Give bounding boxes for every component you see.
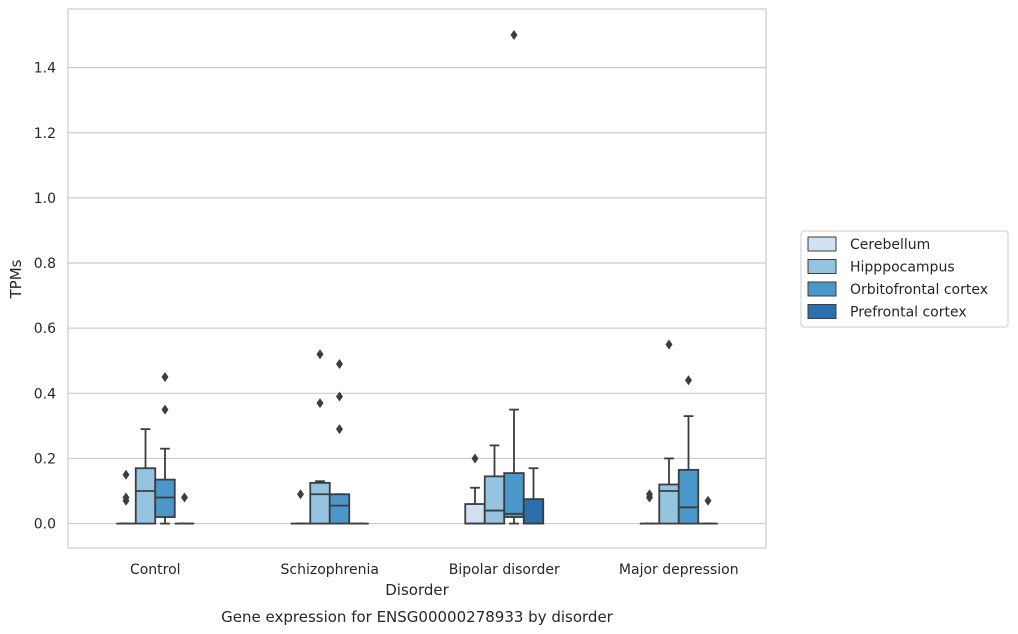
x-tick-label: Control: [130, 562, 181, 578]
legend-swatch: [807, 304, 837, 319]
box-iqr: [503, 472, 525, 518]
y-axis-title: TPMs: [7, 259, 25, 299]
legend-label: Hipppocampus: [850, 260, 955, 276]
chart-caption: Gene expression for ENSG00000278933 by d…: [221, 608, 614, 626]
outlier-point: [122, 492, 130, 503]
outlier-point: [161, 404, 169, 415]
x-tick-label: Bipolar disorder: [449, 562, 560, 578]
box-cerebellum: [116, 469, 136, 525]
legend-label: Prefrontal cortex: [850, 305, 967, 321]
box-cerebellum: [639, 489, 660, 525]
legend-swatch: [807, 281, 837, 297]
box-iqr: [522, 498, 545, 525]
legend-frame: [800, 230, 1009, 328]
box-iqr: [328, 493, 351, 525]
box-iqr: [464, 503, 486, 525]
outlier-point: [161, 372, 169, 383]
outlier-point: [665, 339, 673, 350]
outlier-point: [297, 489, 304, 500]
outlier-point: [122, 469, 130, 480]
box-cerebellum: [464, 453, 486, 525]
box-prefrontal-cortex: [522, 467, 545, 525]
box-hipppocampus: [134, 428, 157, 525]
legend-swatch: [807, 259, 837, 274]
box-orbitofrontal-cortex: [677, 375, 700, 525]
y-tick-label: 1.4: [34, 61, 56, 77]
outlier-point: [316, 349, 324, 360]
outlier-point: [646, 489, 653, 500]
outlier-point: [685, 375, 692, 386]
outlier-point: [471, 453, 479, 464]
outlier-point: [316, 398, 324, 409]
outlier-point: [336, 424, 343, 435]
box-cerebellum: [290, 489, 311, 525]
outlier-point: [510, 30, 518, 41]
x-tick-label: Schizophrenia: [281, 562, 379, 578]
y-tick-label: 1.2: [34, 126, 56, 142]
box-orbitofrontal-cortex: [154, 372, 176, 525]
y-tick-label: 0.6: [34, 321, 56, 337]
box-hipppocampus: [658, 339, 680, 525]
box-orbitofrontal-cortex: [503, 30, 525, 525]
outlier-point: [336, 391, 343, 402]
outlier-point: [704, 495, 712, 506]
box-iqr: [677, 468, 700, 525]
boxes: [116, 30, 718, 525]
gridlines: [68, 67, 766, 525]
y-tick-label: 0.4: [34, 386, 56, 402]
legend-label: Cerebellum: [850, 237, 930, 253]
y-tick-labels: 0.0 0.2 0.4 0.6 0.8 1.0 1.2 1.4: [34, 61, 56, 533]
x-tick-label: Major depression: [619, 562, 739, 578]
box-iqr: [134, 467, 157, 525]
outlier-point: [181, 492, 188, 503]
box-hipppocampus: [483, 444, 506, 525]
x-axis-title: Disorder: [385, 581, 449, 599]
legend: Cerebellum Hipppocampus Orbitofrontal cort…: [800, 230, 1009, 328]
outlier-point: [336, 358, 343, 369]
box-prefrontal-cortex: [174, 492, 195, 525]
legend-swatch: [807, 236, 837, 252]
y-tick-label: 1.0: [34, 191, 56, 207]
box-iqr: [483, 475, 506, 525]
box-iqr: [309, 481, 331, 525]
box-hipppocampus: [309, 349, 331, 525]
y-tick-label: 0.8: [34, 256, 56, 272]
y-tick-label: 0.2: [34, 451, 56, 467]
box-prefrontal-cortex: [698, 495, 718, 525]
legend-label: Orbitofrontal cortex: [850, 282, 988, 298]
plot-frame: [67, 8, 767, 549]
box-orbitofrontal-cortex: [328, 358, 351, 525]
y-tick-label: 0.0: [34, 517, 56, 533]
x-tick-labels: Control Schizophrenia Bipolar disorder Majo…: [130, 562, 739, 578]
